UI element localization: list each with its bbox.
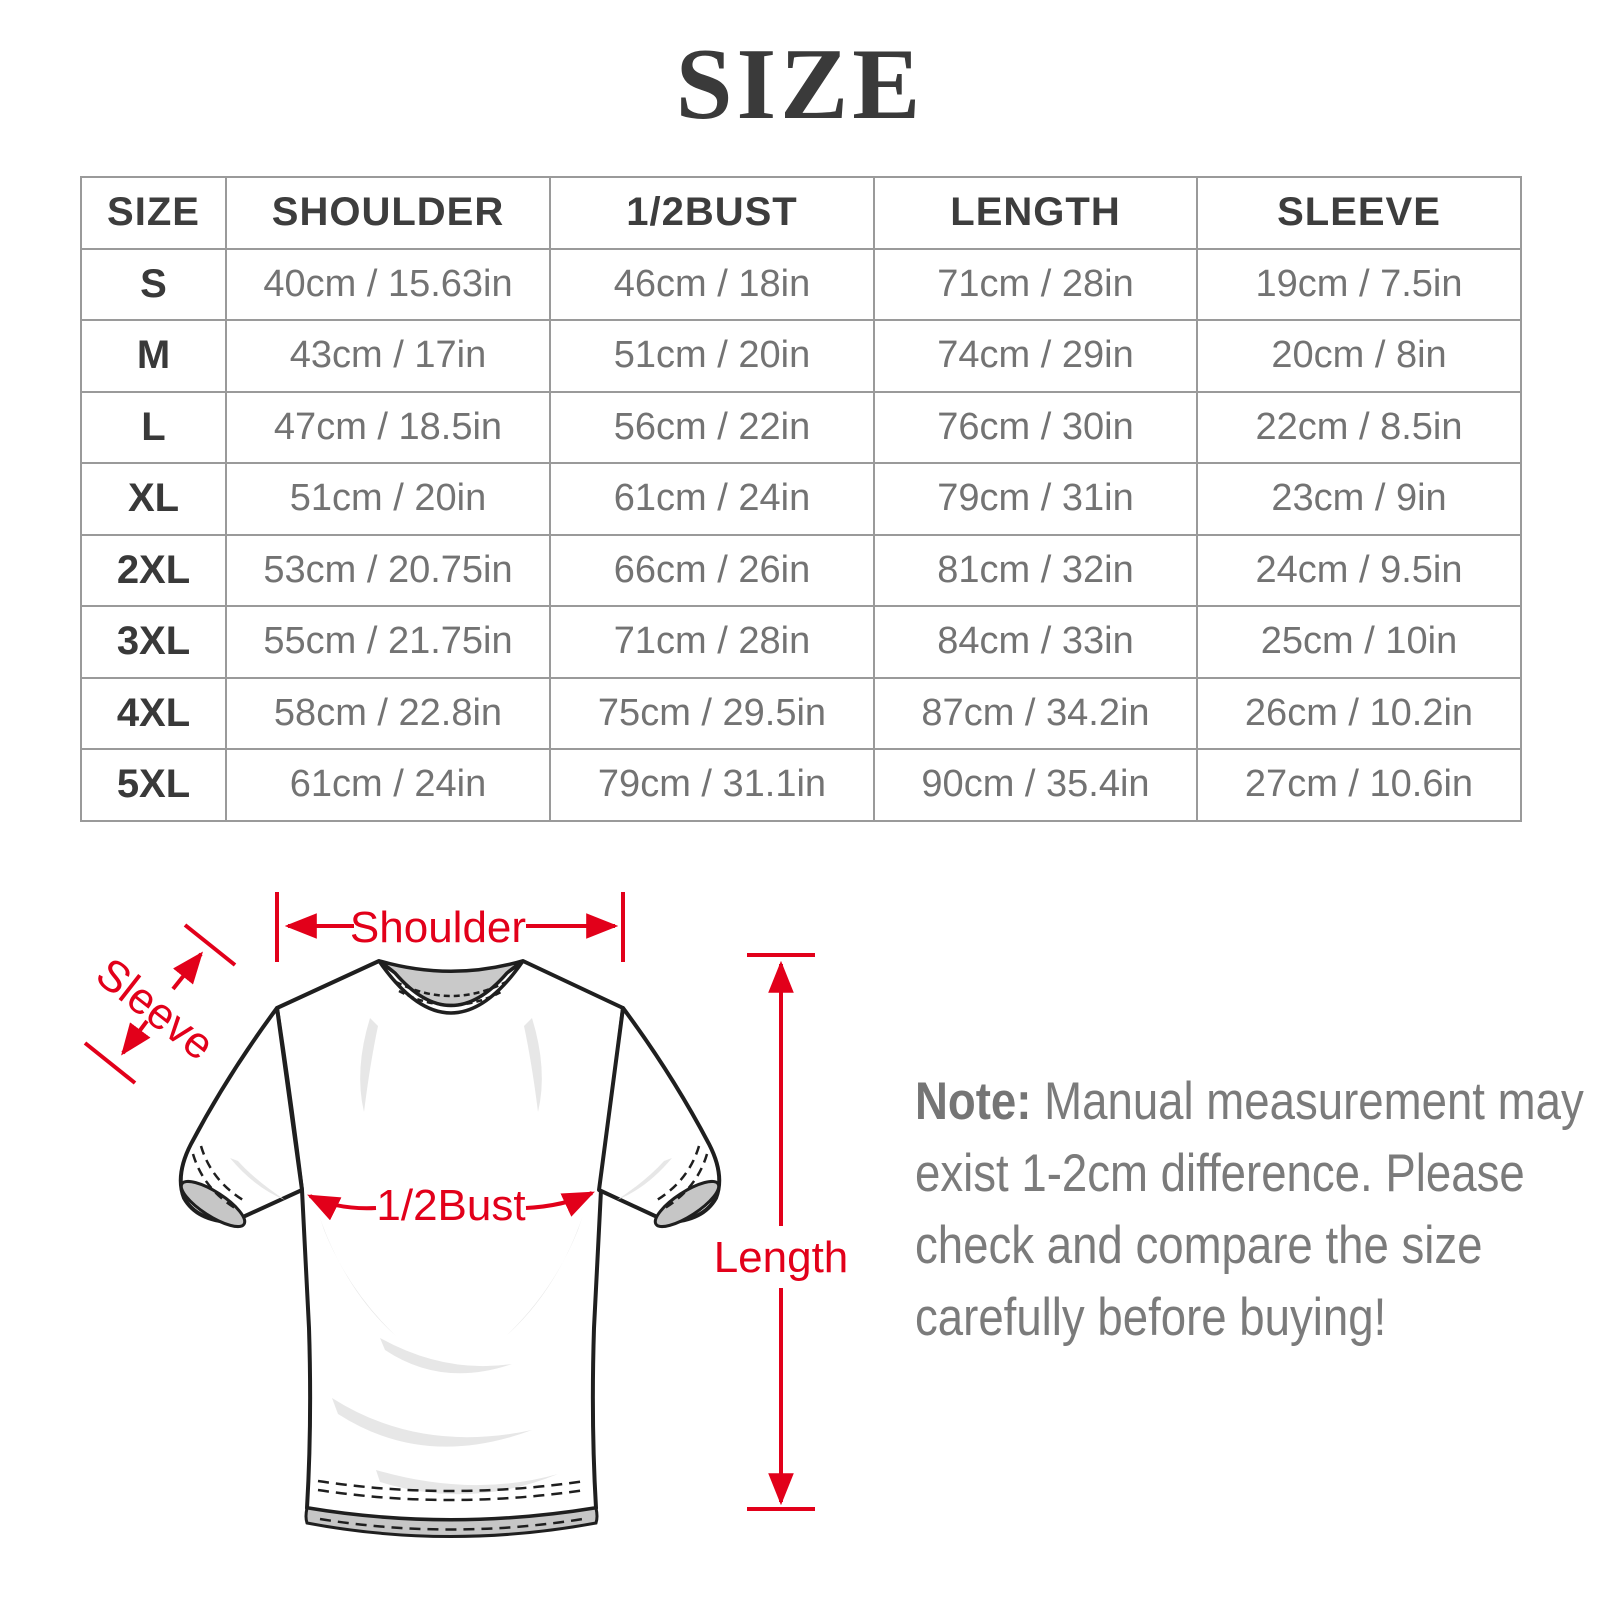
measurement-note: Note: Manual measurement may exist 1-2cm…: [915, 1066, 1584, 1354]
tshirt-right-sleeve: [597, 1006, 722, 1224]
measurement-cell: 74cm / 29in: [873, 319, 1198, 393]
measurement-cell: 51cm / 20in: [549, 319, 875, 393]
table-row: 3XL 55cm / 21.75in 71cm / 28in 84cm / 33in 2…: [80, 605, 1522, 679]
measurement-cell: 43cm / 17in: [225, 319, 551, 393]
stitching: [191, 1145, 709, 1502]
table-row: L 47cm / 18.5in 56cm / 22in 76cm / 30in 22cm…: [80, 390, 1522, 464]
size-cell: L: [80, 390, 227, 464]
tshirt-diagram: Shoulder Sleeve 1/2Bust Length: [83, 892, 849, 1538]
measurement-cell: 56cm / 22in: [549, 390, 875, 464]
table-row: 4XL 58cm / 22.8in 75cm / 29.5in 87cm / 34.2…: [80, 676, 1522, 750]
size-cell: S: [80, 247, 227, 321]
tshirt-body: [275, 959, 625, 1522]
measurement-cell: 71cm / 28in: [549, 605, 875, 679]
table-header-row: SIZE SHOULDER 1/2BUST LENGTH SLEEVE: [80, 176, 1522, 250]
measurement-cell: 87cm / 34.2in: [873, 676, 1198, 750]
measurement-cell: 61cm / 24in: [225, 748, 551, 822]
measurement-cell: 79cm / 31in: [873, 462, 1198, 536]
page-title: SIZE: [675, 28, 925, 141]
header-shoulder: SHOULDER: [225, 176, 551, 250]
measurement-cell: 90cm / 35.4in: [873, 748, 1198, 822]
size-cell: M: [80, 319, 227, 393]
length-label: Length: [714, 1233, 849, 1282]
table-row: 5XL 61cm / 24in 79cm / 31.1in 90cm / 35.4in…: [80, 748, 1522, 822]
measurement-cell: 26cm / 10.2in: [1196, 676, 1522, 750]
measurement-cell: 81cm / 32in: [873, 533, 1198, 607]
collar-stitching: [395, 980, 507, 1007]
measurement-cell: 58cm / 22.8in: [225, 676, 551, 750]
measurement-cell: 53cm / 20.75in: [225, 533, 551, 607]
measurement-cell: 24cm / 9.5in: [1196, 533, 1522, 607]
sleeve-label: Sleeve: [87, 948, 223, 1069]
measurement-cell: 66cm / 26in: [549, 533, 875, 607]
tshirt-outline: [178, 959, 722, 1522]
size-table-body: S 40cm / 15.63in 46cm / 18in 71cm / 28in 19c…: [80, 247, 1522, 822]
note-line: exist 1-2cm difference. Please: [915, 1144, 1525, 1203]
tshirt-left-sleeve: [178, 1006, 304, 1224]
table-row: M 43cm / 17in 51cm / 20in 74cm / 29in 20cm /…: [80, 319, 1522, 393]
table-row: 2XL 53cm / 20.75in 66cm / 26in 81cm / 32in 2…: [80, 533, 1522, 607]
measurement-cell: 71cm / 28in: [873, 247, 1198, 321]
measurement-cell: 75cm / 29.5in: [549, 676, 875, 750]
note-line: check and compare the size: [915, 1216, 1483, 1275]
measurement-cell: 51cm / 20in: [225, 462, 551, 536]
header-length: LENGTH: [873, 176, 1198, 250]
measurement-lines: [83, 892, 815, 1511]
left-sleeve-hem: [179, 1179, 247, 1229]
sleeve-tick-bottom: [83, 1041, 137, 1085]
size-cell: 4XL: [80, 676, 227, 750]
measurement-cell: 79cm / 31.1in: [549, 748, 875, 822]
shoulder-label: Shoulder: [350, 903, 526, 952]
header-size: SIZE: [80, 176, 227, 250]
measurement-cell: 25cm / 10in: [1196, 605, 1522, 679]
size-cell: 5XL: [80, 748, 227, 822]
measurement-cell: 20cm / 8in: [1196, 319, 1522, 393]
sleeve-arrow-up: [171, 951, 203, 991]
note-line: carefully before buying!: [915, 1288, 1387, 1347]
measurement-cell: 27cm / 10.6in: [1196, 748, 1522, 822]
fabric-shading: [230, 1018, 672, 1495]
half-bust-label: 1/2Bust: [376, 1181, 525, 1230]
bust-arrow-left: [307, 1194, 377, 1221]
note-text: Manual measurement may: [1044, 1072, 1584, 1131]
measurement-cell: 84cm / 33in: [873, 605, 1198, 679]
size-table: SIZE SHOULDER 1/2BUST LENGTH SLEEVE S 40c…: [80, 176, 1522, 822]
size-cell: 3XL: [80, 605, 227, 679]
table-row: S 40cm / 15.63in 46cm / 18in 71cm / 28in 19c…: [80, 247, 1522, 321]
measurement-cell: 46cm / 18in: [549, 247, 875, 321]
header-sleeve: SLEEVE: [1196, 176, 1522, 250]
measurement-cell: 22cm / 8.5in: [1196, 390, 1522, 464]
note-line: Note: Manual measurement may: [915, 1066, 1584, 1138]
measurement-cell: 55cm / 21.75in: [225, 605, 551, 679]
collar-band: [377, 959, 525, 1015]
sleeve-arrow-down: [121, 1019, 151, 1056]
sleeve-tick-top: [183, 923, 237, 967]
header-half-bust: 1/2BUST: [549, 176, 875, 250]
measurement-cell: 23cm / 9in: [1196, 462, 1522, 536]
bottom-hem-stitch: [319, 1517, 584, 1531]
table-row: XL 51cm / 20in 61cm / 24in 79cm / 31in 23cm …: [80, 462, 1522, 536]
measurement-cell: 47cm / 18.5in: [225, 390, 551, 464]
measurement-cell: 19cm / 7.5in: [1196, 247, 1522, 321]
right-sleeve-hem: [653, 1179, 721, 1229]
measurement-cell: 61cm / 24in: [549, 462, 875, 536]
bust-arrow-right: [525, 1191, 595, 1217]
measurement-cell: 40cm / 15.63in: [225, 247, 551, 321]
size-cell: XL: [80, 462, 227, 536]
size-cell: 2XL: [80, 533, 227, 607]
note-label: Note:: [915, 1072, 1032, 1131]
bottom-hem-band: [304, 1506, 599, 1538]
measurement-cell: 76cm / 30in: [873, 390, 1198, 464]
